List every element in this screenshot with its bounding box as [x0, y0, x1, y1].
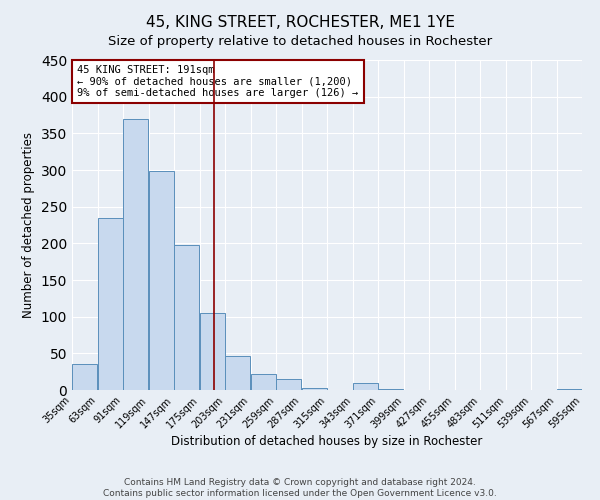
Bar	[353, 382, 378, 390]
Bar	[200, 313, 225, 390]
Text: Contains HM Land Registry data © Crown copyright and database right 2024.
Contai: Contains HM Land Registry data © Crown c…	[103, 478, 497, 498]
Bar	[302, 388, 327, 390]
X-axis label: Distribution of detached houses by size in Rochester: Distribution of detached houses by size …	[172, 436, 482, 448]
Y-axis label: Number of detached properties: Number of detached properties	[22, 132, 35, 318]
Bar	[123, 118, 148, 390]
Bar	[378, 388, 403, 390]
Bar	[225, 356, 250, 390]
Bar	[72, 364, 97, 390]
Bar	[149, 172, 174, 390]
Bar	[557, 388, 582, 390]
Bar	[174, 245, 199, 390]
Bar	[251, 374, 276, 390]
Text: Size of property relative to detached houses in Rochester: Size of property relative to detached ho…	[108, 35, 492, 48]
Bar	[98, 218, 123, 390]
Text: 45, KING STREET, ROCHESTER, ME1 1YE: 45, KING STREET, ROCHESTER, ME1 1YE	[146, 15, 455, 30]
Text: 45 KING STREET: 191sqm
← 90% of detached houses are smaller (1,200)
9% of semi-d: 45 KING STREET: 191sqm ← 90% of detached…	[77, 65, 358, 98]
Bar	[276, 379, 301, 390]
